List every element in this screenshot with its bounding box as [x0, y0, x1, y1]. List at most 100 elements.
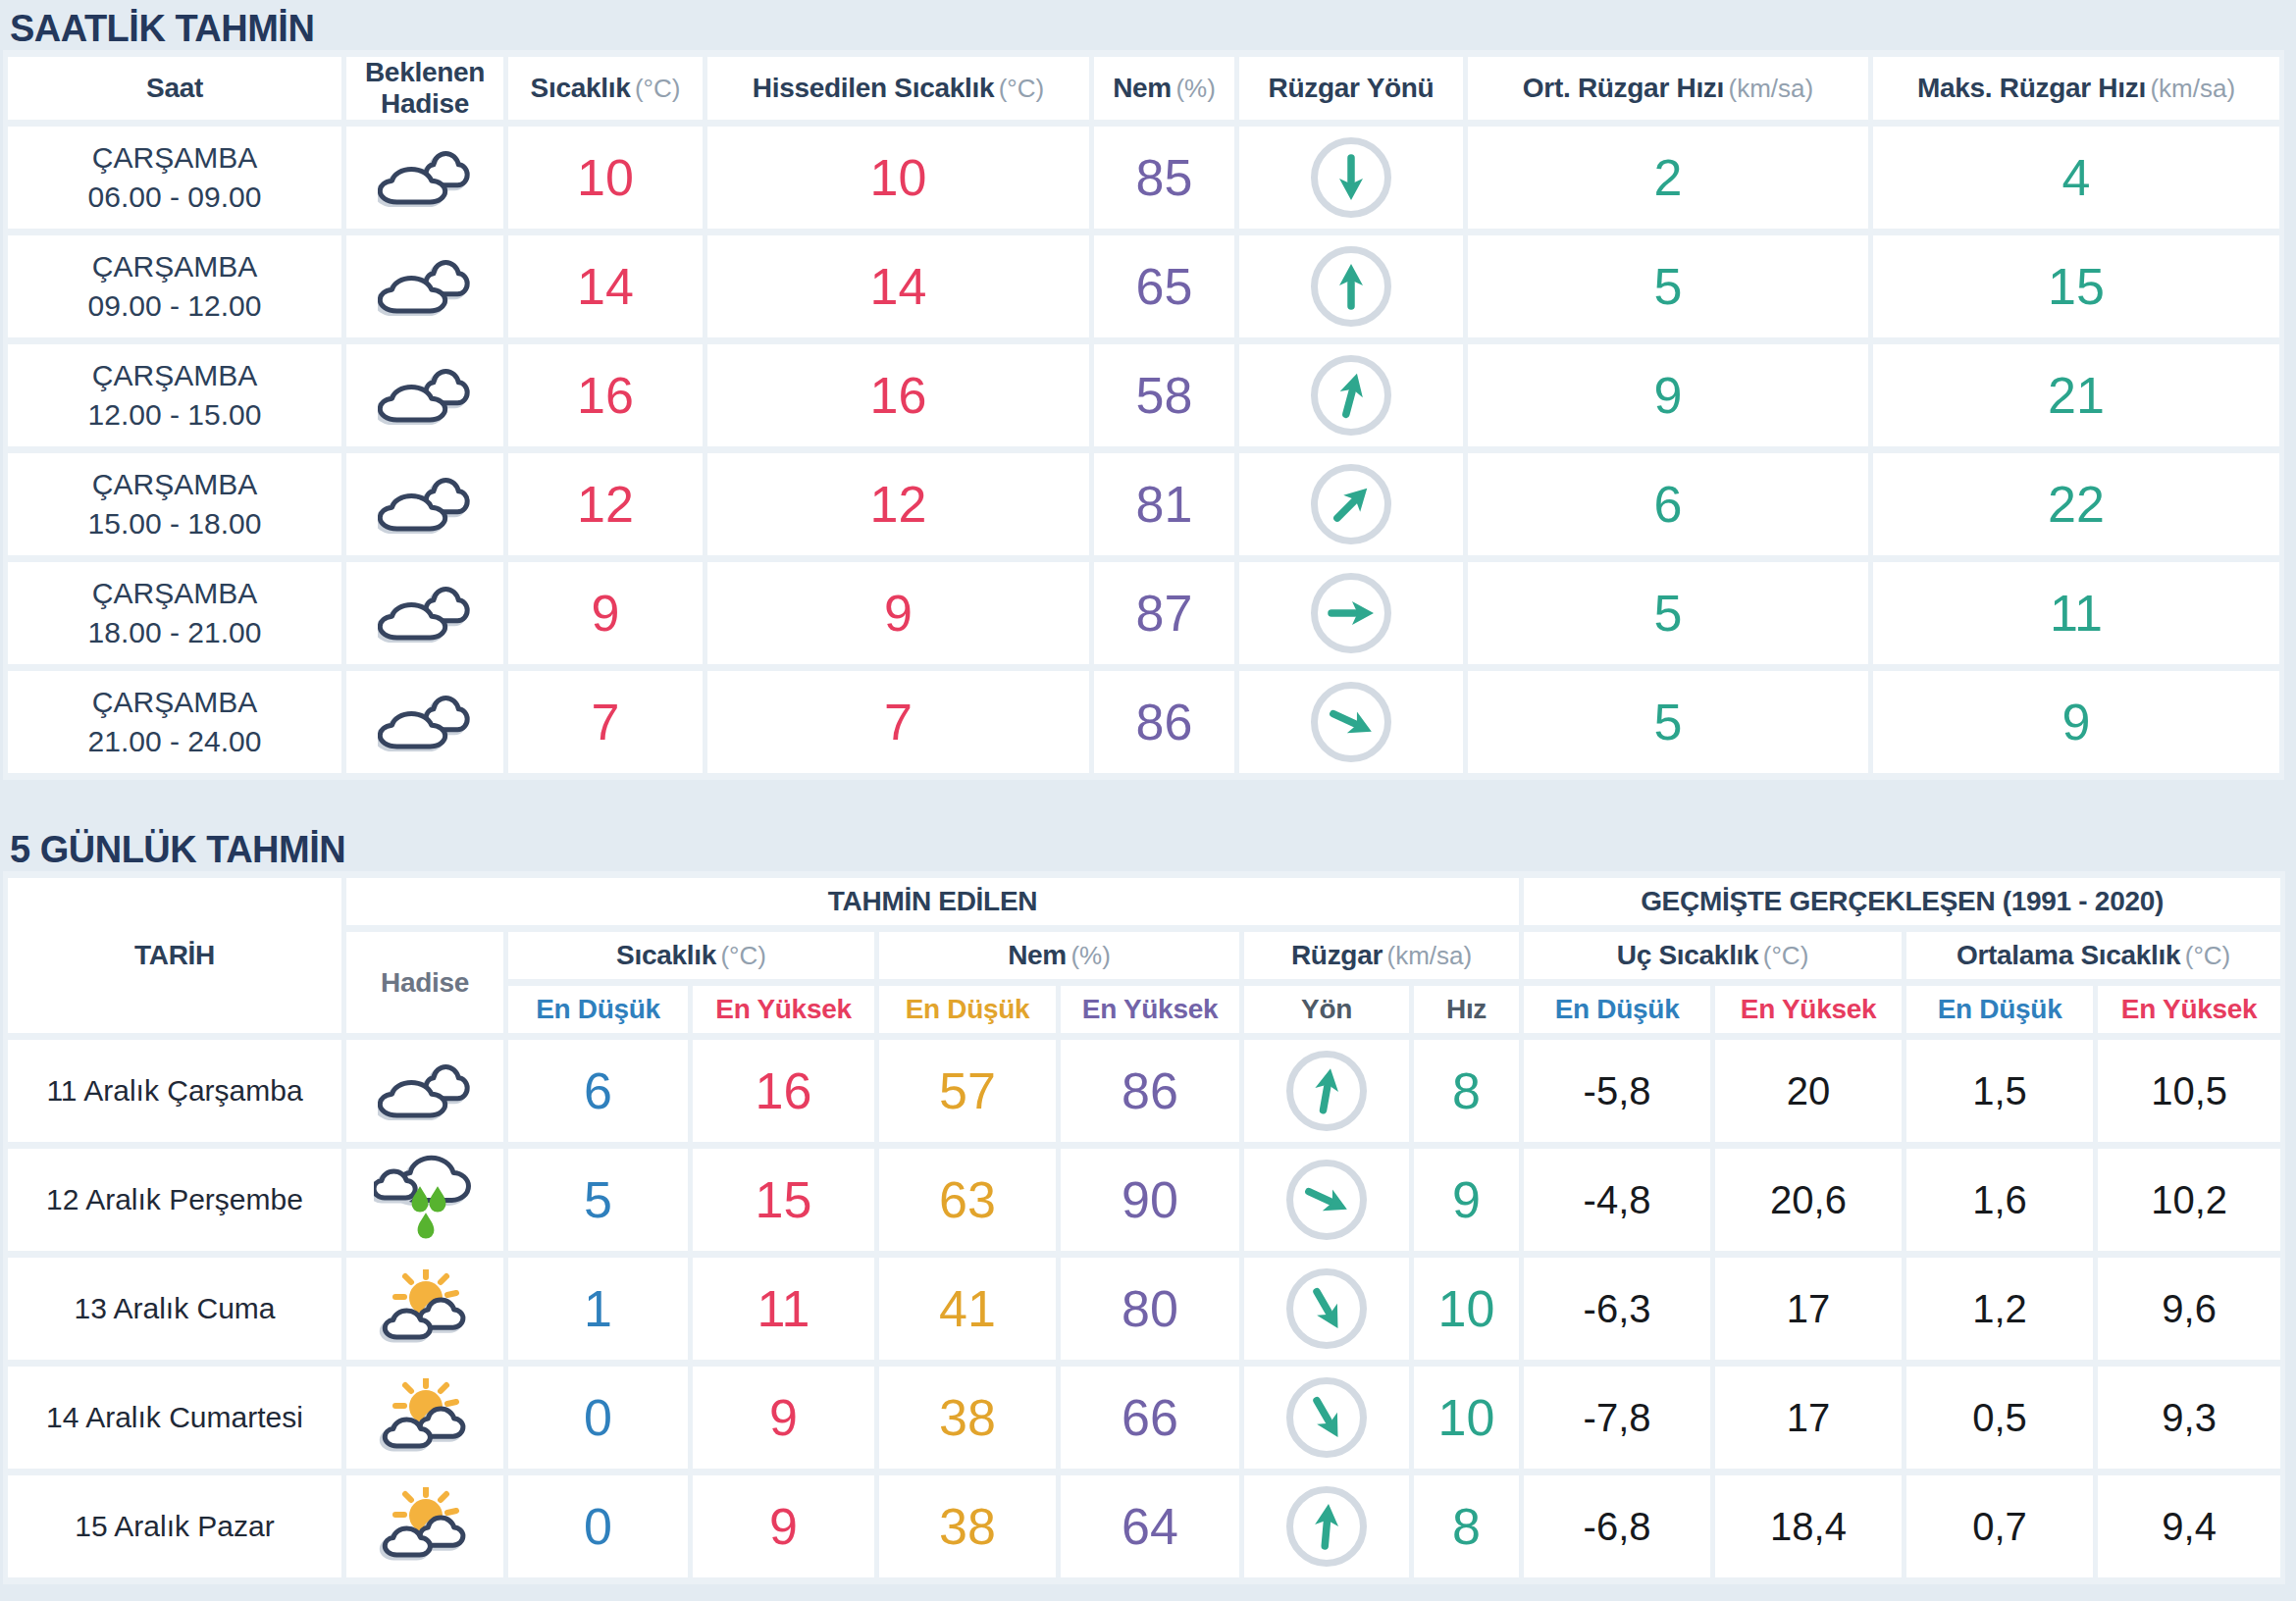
wind-direction-cell [1244, 1367, 1409, 1469]
time-range-label: 06.00 - 09.00 [8, 178, 341, 217]
temperature-cell: 9 [508, 562, 703, 664]
temp-max-cell: 9 [693, 1475, 874, 1577]
date-cell: 14 Aralık Cumartesi [8, 1367, 341, 1469]
wind-avg-cell: 5 [1468, 562, 1868, 664]
hour-cell: ÇARŞAMBA 21.00 - 24.00 [8, 671, 341, 773]
col-header-nem: Nem (%) [1094, 57, 1234, 120]
leaf-header-hum-max: En Yüksek [1061, 986, 1239, 1033]
wind-speed-cell: 10 [1414, 1367, 1519, 1469]
hum-max-cell: 66 [1061, 1367, 1239, 1469]
weather-icon [346, 1154, 503, 1246]
daily-row: 12 Aralık Perşembe 5 15 63 90 9 -4,8 20,… [8, 1149, 2280, 1251]
leaf-header-ext-min: En Düşük [1524, 986, 1710, 1033]
group-header-forecast: TAHMİN EDİLEN [346, 878, 1519, 925]
subgroup-header-average-temp: Ortalama Sıcaklık (°C) [1906, 932, 2280, 979]
avg-max-cell: 10,5 [2098, 1040, 2280, 1142]
day-label: ÇARŞAMBA [8, 138, 341, 178]
ext-min-cell: -6,3 [1524, 1258, 1710, 1360]
wind-avg-cell: 5 [1468, 671, 1868, 773]
ext-min-cell: -7,8 [1524, 1367, 1710, 1469]
leaf-header-avg-min: En Düşük [1906, 986, 2093, 1033]
day-label: ÇARŞAMBA [8, 465, 341, 504]
wind-direction-cell [1244, 1258, 1409, 1360]
ext-max-cell: 17 [1715, 1258, 1902, 1360]
hourly-row: ÇARŞAMBA 06.00 - 09.00 10 10 85 2 4 [8, 127, 2279, 229]
weather-icon [346, 693, 503, 751]
wind-direction-cell [1239, 127, 1463, 229]
avg-min-cell: 1,6 [1906, 1149, 2093, 1251]
hum-max-cell: 90 [1061, 1149, 1239, 1251]
hourly-row: ÇARŞAMBA 09.00 - 12.00 14 14 65 5 15 [8, 235, 2279, 337]
leaf-header-wind-speed: Hız [1414, 986, 1519, 1033]
col-header-beklenen-hadise: Beklenen Hadise [346, 57, 503, 120]
hourly-forecast-table: Saat Beklenen Hadise Sıcaklık (°C) Hisse… [3, 50, 2284, 780]
leaf-header-ext-max: En Yüksek [1715, 986, 1902, 1033]
wind-direction-cell [1239, 671, 1463, 773]
date-label: 14 Aralık Cumartesi [46, 1401, 303, 1433]
daily-tbody: 11 Aralık Çarşamba 6 16 57 86 8 -5,8 20 … [8, 1040, 2280, 1577]
avg-min-cell: 0,7 [1906, 1475, 2093, 1577]
weather-icon [346, 257, 503, 316]
feels-like-cell: 12 [707, 453, 1089, 555]
temp-min-cell: 0 [508, 1475, 688, 1577]
daily-forecast-table: TARİH TAHMİN EDİLEN GEÇMİŞTE GERÇEKLEŞEN… [3, 871, 2285, 1584]
condition-cell [346, 1258, 503, 1360]
subgroup-header-wind: Rüzgar (km/sa) [1244, 932, 1519, 979]
subgroup-header-temp: Sıcaklık (°C) [508, 932, 874, 979]
temp-max-cell: 11 [693, 1258, 874, 1360]
wind-direction-cell [1244, 1475, 1409, 1577]
wind-speed-cell: 8 [1414, 1040, 1519, 1142]
col-header-tarih: TARİH [8, 878, 341, 1033]
temp-max-cell: 16 [693, 1040, 874, 1142]
wind-direction-icon [1244, 1483, 1409, 1570]
wind-direction-cell [1239, 453, 1463, 555]
condition-cell [346, 1040, 503, 1142]
feels-like-cell: 14 [707, 235, 1089, 337]
condition-cell [346, 671, 503, 773]
condition-cell [346, 1475, 503, 1577]
feels-like-cell: 7 [707, 671, 1089, 773]
humidity-cell: 58 [1094, 344, 1234, 446]
condition-cell [346, 453, 503, 555]
hourly-forecast-title: SAATLİK TAHMİN [0, 0, 2296, 50]
wind-direction-icon [1244, 1157, 1409, 1243]
col-header-ruzgar-yonu: Rüzgar Yönü [1239, 57, 1463, 120]
wind-direction-icon [1244, 1048, 1409, 1134]
hour-cell: ÇARŞAMBA 06.00 - 09.00 [8, 127, 341, 229]
wind-direction-cell [1239, 344, 1463, 446]
humidity-cell: 85 [1094, 127, 1234, 229]
temperature-cell: 7 [508, 671, 703, 773]
wind-avg-cell: 5 [1468, 235, 1868, 337]
humidity-cell: 65 [1094, 235, 1234, 337]
wind-direction-icon [1239, 352, 1463, 439]
ext-min-cell: -4,8 [1524, 1149, 1710, 1251]
date-cell: 12 Aralık Perşembe [8, 1149, 341, 1251]
time-range-label: 18.00 - 21.00 [8, 613, 341, 652]
humidity-cell: 87 [1094, 562, 1234, 664]
col-header-hissedilen: Hissedilen Sıcaklık (°C) [707, 57, 1089, 120]
wind-max-cell: 4 [1873, 127, 2279, 229]
weather-icon [346, 1487, 503, 1566]
avg-min-cell: 0,5 [1906, 1367, 2093, 1469]
time-range-label: 09.00 - 12.00 [8, 286, 341, 326]
feels-like-cell: 16 [707, 344, 1089, 446]
date-cell: 11 Aralık Çarşamba [8, 1040, 341, 1142]
temperature-cell: 10 [508, 127, 703, 229]
time-range-label: 21.00 - 24.00 [8, 722, 341, 761]
wind-direction-icon [1244, 1265, 1409, 1352]
subgroup-header-extreme-temp: Uç Sıcaklık (°C) [1524, 932, 1902, 979]
wind-avg-cell: 6 [1468, 453, 1868, 555]
time-range-label: 15.00 - 18.00 [8, 504, 341, 543]
wind-direction-icon [1239, 679, 1463, 765]
hum-min-cell: 38 [879, 1475, 1056, 1577]
temperature-cell: 16 [508, 344, 703, 446]
leaf-header-hum-min: En Düşük [879, 986, 1056, 1033]
wind-max-cell: 15 [1873, 235, 2279, 337]
ext-max-cell: 20 [1715, 1040, 1902, 1142]
hum-max-cell: 86 [1061, 1040, 1239, 1142]
wind-avg-cell: 2 [1468, 127, 1868, 229]
wind-direction-cell [1239, 235, 1463, 337]
temp-min-cell: 0 [508, 1367, 688, 1469]
condition-cell [346, 344, 503, 446]
temp-max-cell: 15 [693, 1149, 874, 1251]
